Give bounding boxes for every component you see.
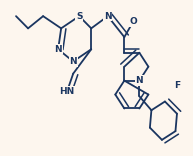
Text: N: N bbox=[54, 45, 62, 54]
Text: S: S bbox=[76, 12, 82, 21]
Text: N: N bbox=[69, 57, 77, 66]
Text: F: F bbox=[174, 81, 180, 90]
Text: N: N bbox=[135, 76, 143, 85]
Text: O: O bbox=[130, 17, 137, 26]
Text: HN: HN bbox=[60, 87, 75, 96]
Text: N: N bbox=[104, 12, 112, 21]
